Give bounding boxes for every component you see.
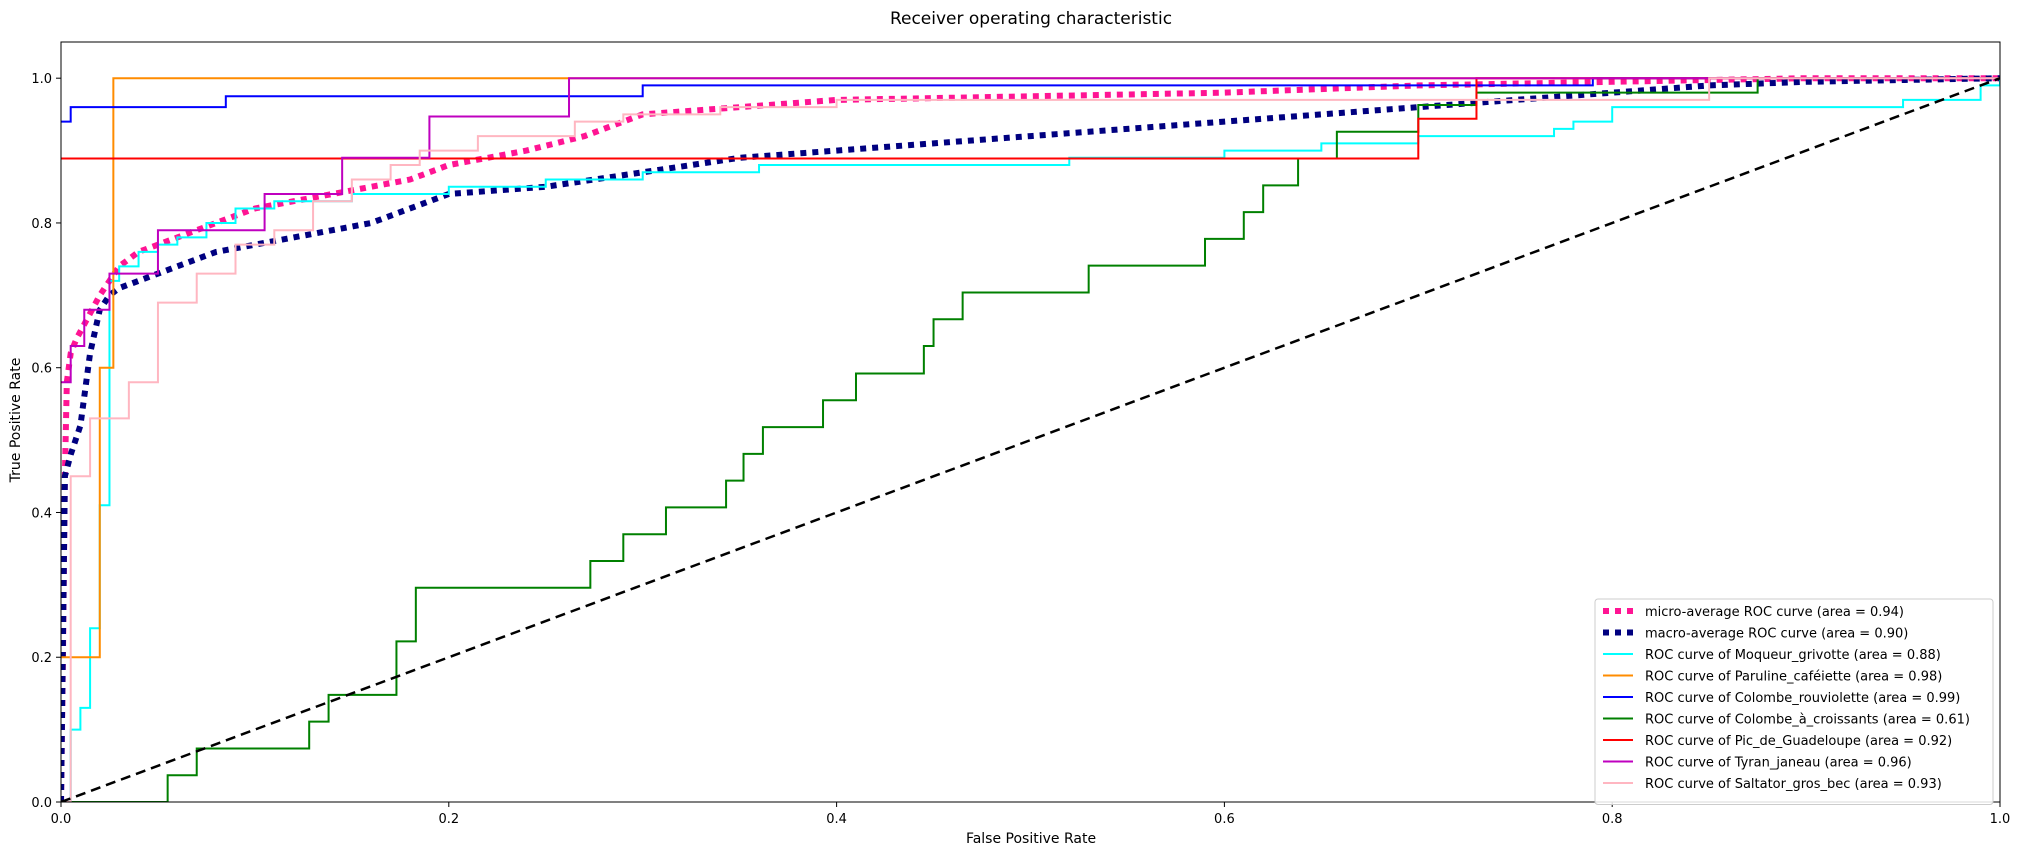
legend-label: ROC curve of Moqueur_grivotte (area = 0.…: [1645, 648, 1941, 663]
y-tick-label: 0.4: [31, 506, 52, 521]
x-tick-label: 0.4: [826, 812, 847, 827]
series-line-2: [61, 78, 2000, 802]
x-axis-label: False Positive Rate: [966, 831, 1096, 847]
series-line-3: [61, 77, 2000, 659]
series-line-8: [61, 77, 2000, 802]
legend-label: macro-average ROC curve (area = 0.90): [1645, 627, 1908, 642]
legend-box: [1594, 598, 1994, 805]
legend-label: ROC curve of Pic_de_Guadeloupe (area = 0…: [1645, 734, 1952, 749]
y-tick-label: 0.8: [31, 217, 52, 232]
series-line-4: [61, 77, 2000, 123]
series-layer: [61, 75, 2000, 802]
series-line-7: [61, 77, 2000, 384]
legend-label: ROC curve of Tyran_janeau (area = 0.96): [1645, 756, 1912, 771]
series-line-0: [61, 75, 2000, 802]
y-tick-label: 0.6: [31, 362, 52, 377]
legend-label: ROC curve of Paruline_caféiette (area = …: [1645, 670, 1942, 685]
y-tick-label: 0.2: [31, 651, 52, 666]
series-line-1: [61, 75, 2000, 802]
axes-frame: [60, 41, 2001, 803]
chance-diagonal-line: [61, 77, 2000, 802]
x-tick-label: 0.2: [438, 812, 459, 827]
legend-label: ROC curve of Colombe_rouviolette (area =…: [1645, 691, 1960, 706]
y-tick-label: 1.0: [31, 72, 52, 87]
legend-label: ROC curve of Colombe_à_croissants (area …: [1645, 713, 1970, 728]
x-tick-label: 1.0: [1990, 812, 2011, 827]
legend-label: micro-average ROC curve (area = 0.94): [1645, 605, 1904, 620]
y-axis-label: True Positive Rate: [8, 358, 24, 484]
x-tick-label: 0.8: [1602, 812, 1623, 827]
chart-title: Receiver operating characteristic: [890, 9, 1172, 29]
y-tick-label: 0.0: [31, 796, 52, 811]
x-tick-label: 0.6: [1214, 812, 1235, 827]
legend: micro-average ROC curve (area = 0.94) mac…: [1594, 598, 1994, 805]
legend-label: ROC curve of Saltator_gros_bec (area = 0…: [1645, 777, 1942, 792]
plot-area: 0.0 0.2 0.4 0.6 0.8 1.0 0.0 0.2 0.4 0.6 0.8 1.0: [31, 41, 2011, 827]
x-tick-label: 0.0: [51, 812, 72, 827]
